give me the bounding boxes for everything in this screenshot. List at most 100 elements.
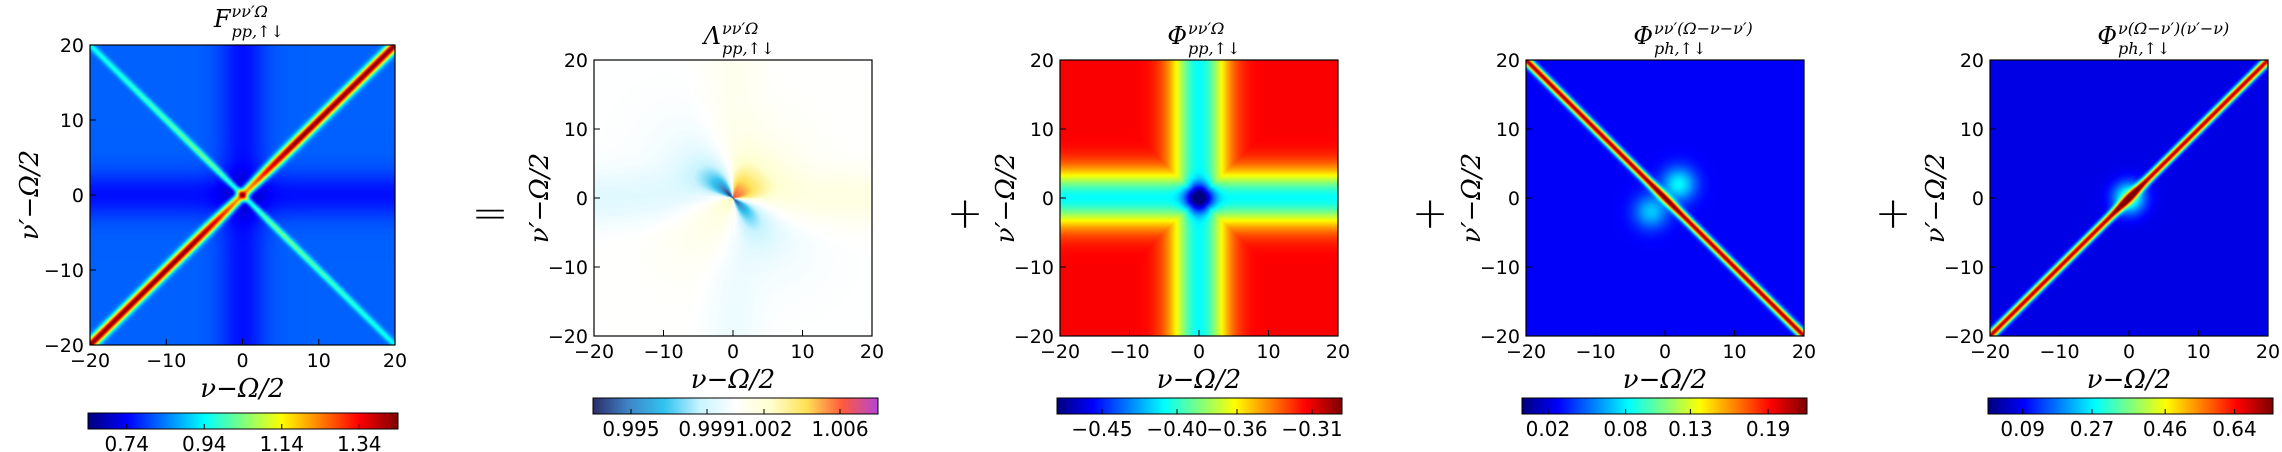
x-tick-label: −20 [1506,341,1546,363]
x-tick-label: −20 [1970,341,2010,363]
y-tick-label: 10 [60,110,84,132]
colorbar-tick-label: 1.34 [337,432,382,452]
colorbar-frame [1056,397,1343,415]
y-tick-label: 0 [72,185,84,207]
x-tick-label: 10 [307,350,331,372]
colorbar-tick-label: 0.09 [2000,417,2045,441]
x-tick-label: 0 [2123,341,2135,363]
title-subscript: ph,↑↓ [2118,39,2170,58]
x-axis-label: ν−Ω/2 [2087,365,2171,395]
colorbar-gradient [88,413,398,429]
heatmap-image-5 [1990,60,2268,336]
heatmap-image-2 [594,60,872,336]
y-tick-label: 20 [1496,50,1520,72]
colorbar-tick-label: 0.08 [1603,417,1648,441]
y-tick-label: 0 [1042,188,1054,210]
colorbar-tick-label: 0.02 [1526,417,1571,441]
colorbar-tick-label: −0.36 [1206,417,1267,441]
title-subscript: pp,↑↓ [722,39,774,58]
colorbar-gradient [593,398,878,414]
y-tick-label: −20 [1480,326,1520,348]
y-axis-label: ν′−Ω/2 [991,153,1021,243]
y-tick-label: 0 [1508,188,1520,210]
x-tick-label: 10 [2186,341,2210,363]
x-tick-label: 10 [790,341,814,363]
colorbar-tick-label: 0.995 [602,417,659,441]
y-tick-label: 10 [1960,119,1984,141]
y-tick-label: −20 [1944,326,1984,348]
x-tick-label: 20 [1326,341,1350,363]
colorbar-tick-label: 1.002 [735,417,792,441]
y-tick-label: 10 [1496,119,1520,141]
x-tick-label: 10 [1256,341,1280,363]
operator-symbol: + [947,188,984,239]
x-tick-label: −10 [146,350,186,372]
x-tick-label: −10 [2039,341,2079,363]
colorbar-tick-label: −0.40 [1146,417,1207,441]
colorbar-tick-label: −0.45 [1071,417,1132,441]
x-tick-label: 0 [727,341,739,363]
x-tick-label: 10 [1722,341,1746,363]
y-tick-label: 10 [564,119,588,141]
colorbar-frame [1987,397,2274,415]
y-tick-label: 20 [1960,50,1984,72]
title-subscript: pp,↑↓ [1188,39,1240,58]
x-tick-label: 0 [236,350,248,372]
heatmap-panel-3: −20 −10 0 10 20 20 10 0 −10 −20 ν−Ω/2 ν′−Ω/2 Φ νν′Ωpp… [991,19,1350,441]
title-base: Φ [2097,22,2117,50]
x-tick-label: −20 [1040,341,1080,363]
heatmap-image-4 [1526,60,1804,336]
y-tick-label: 20 [60,35,84,57]
title-superscript: νν′Ω [1188,19,1224,38]
x-axis-label: ν−Ω/2 [1623,365,1707,395]
y-tick-label: −10 [548,257,588,279]
y-tick-label: −20 [44,335,84,357]
x-axis-label: ν−Ω/2 [1157,365,1241,395]
x-tick-label: 0 [1659,341,1671,363]
title-base: Φ [1167,22,1187,50]
x-tick-label: 20 [2256,341,2280,363]
y-axis-label: ν′−Ω/2 [1921,153,1951,243]
colorbar-tick-label: 0.64 [2212,417,2257,441]
y-tick-label: −10 [1944,257,1984,279]
title-superscript: ν(Ω−ν′)(ν′−ν) [2118,19,2229,38]
y-tick-label: −10 [44,260,84,282]
heatmap-image-3 [1060,60,1338,336]
y-tick-label: 10 [1030,119,1054,141]
y-tick-label: −10 [1480,257,1520,279]
y-tick-label: 20 [564,50,588,72]
x-tick-label: −10 [1575,341,1615,363]
x-axis-label: ν−Ω/2 [200,374,284,404]
y-tick-label: −10 [1014,257,1054,279]
colorbar-gradient [1057,398,1342,414]
colorbar-tick-label: 0.999 [678,417,735,441]
title-superscript: νν′Ω [722,19,758,38]
colorbar-tick-label: 0.74 [104,432,149,452]
title-superscript: νν′Ω [232,2,268,21]
x-tick-label: 20 [860,341,884,363]
y-tick-label: 0 [576,188,588,210]
colorbar-gradient [1988,398,2273,414]
colorbar-tick-label: 0.94 [182,432,227,452]
colorbar-tick-label: 1.006 [811,417,868,441]
title-base: Λ [702,22,721,50]
heatmap-panel-1: −20 −10 0 10 20 20 10 0 −10 −20 ν−Ω/2 ν′−Ω/2 F νν′Ωpp… [15,2,407,452]
x-tick-label: −20 [574,341,614,363]
operator-symbol: + [1412,188,1449,239]
heatmap-panel-2: −20 −10 0 10 20 20 10 0 −10 −20 ν−Ω/2 ν′−Ω/2 Λ νν′Ωpp… [525,19,884,441]
x-tick-label: 20 [1792,341,1816,363]
y-tick-label: 0 [1972,188,1984,210]
colorbar-tick-label: 0.13 [1668,417,1713,441]
x-tick-label: 0 [1193,341,1205,363]
colorbar-frame [592,397,879,415]
colorbar-tick-label: 1.14 [259,432,304,452]
title-base: F [213,5,232,33]
colorbar-frame [1521,397,1808,415]
y-axis-label: ν′−Ω/2 [1457,153,1487,243]
colorbar-frame [87,412,399,430]
operator-symbol: + [1875,188,1912,239]
y-axis-label: ν′−Ω/2 [525,153,555,243]
colorbar-tick-label: 0.46 [2143,417,2188,441]
title-base: Φ [1633,22,1653,50]
